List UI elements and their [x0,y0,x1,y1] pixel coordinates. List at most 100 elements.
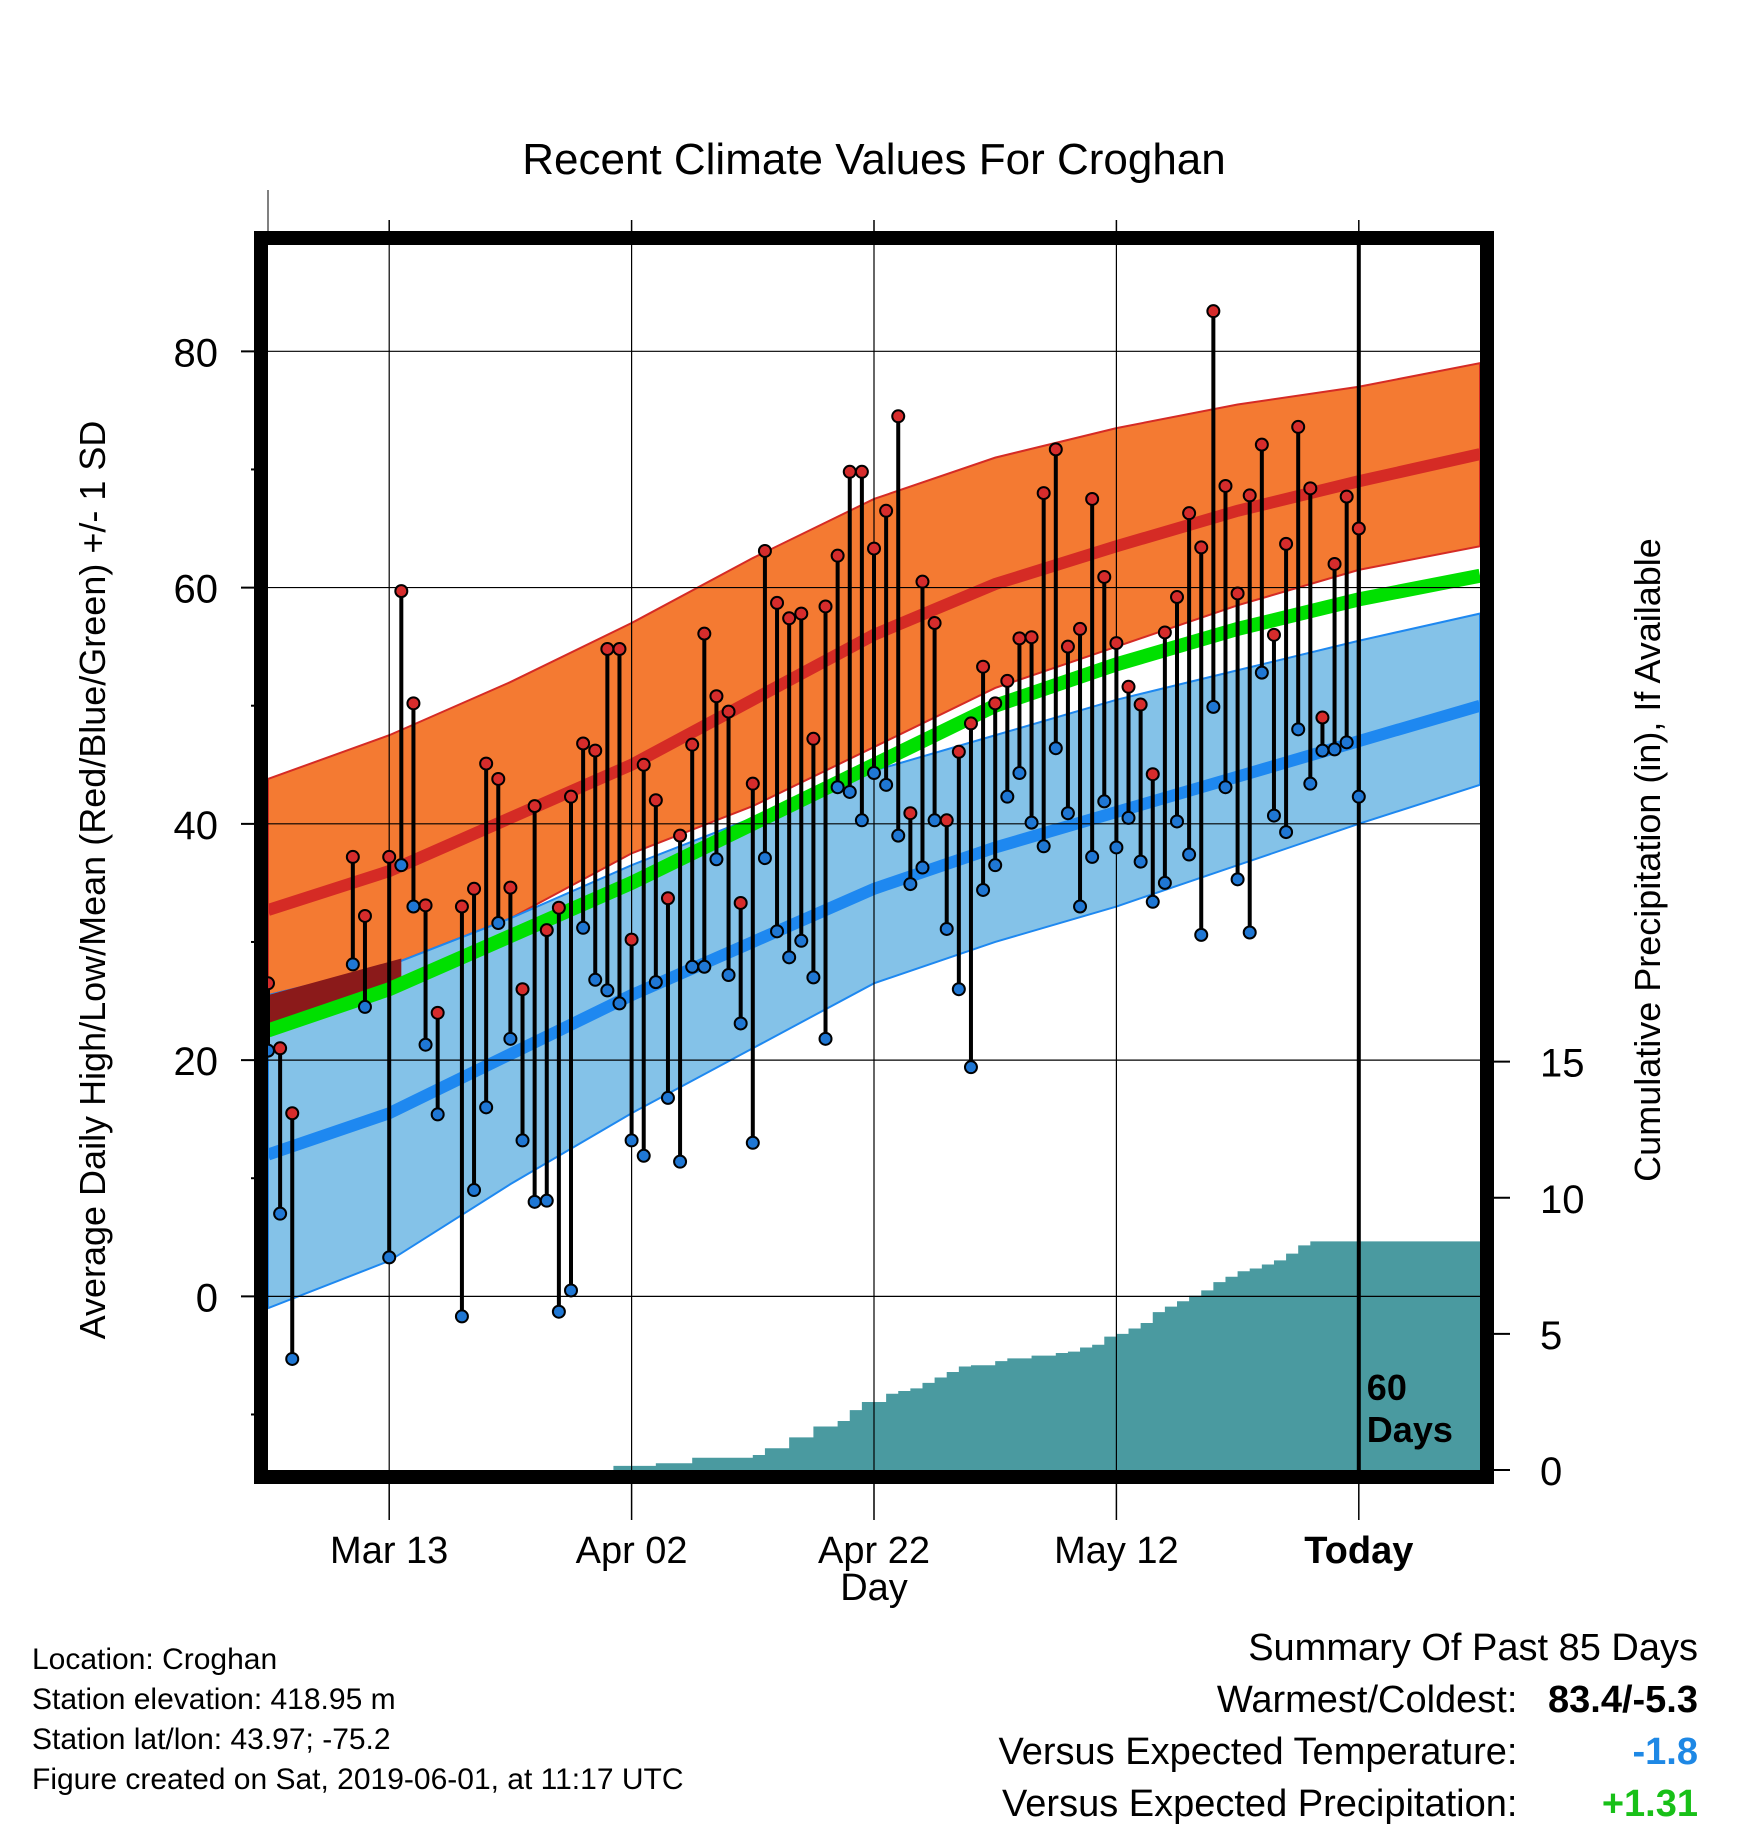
daily-low-point [454,1309,469,1324]
daily-low-point [479,1100,494,1115]
daily-low-point [394,858,409,873]
daily-high-point [806,731,821,746]
daily-low-point [1000,789,1015,804]
daily-low-point [1266,808,1281,823]
x-tick-label: Mar 13 [330,1530,448,1572]
chart-title: Recent Climate Values For Croghan [522,135,1226,184]
y2-tick-label: 5 [1540,1314,1562,1358]
y-axis-label: Average Daily High/Low/Mean (Red/Blue/Gr… [72,421,113,1340]
daily-low-point [745,1135,760,1150]
x-tick-label: Apr 02 [576,1530,688,1572]
daily-high-point [406,696,421,711]
daily-high-point [1012,631,1027,646]
daily-high-point [285,1106,300,1121]
daily-high-point [539,923,554,938]
daily-high-point [1085,491,1100,506]
daily-low-point [1303,776,1318,791]
daily-high-point [1097,569,1112,584]
daily-high-point [685,737,700,752]
today-annotation: Days [1367,1409,1453,1450]
daily-low-point [430,1107,445,1122]
daily-low-point [503,1031,518,1046]
daily-high-point [624,932,639,947]
daily-high-point [454,899,469,914]
daily-low-point [988,858,1003,873]
daily-high-point [1254,437,1269,452]
daily-low-point [1109,840,1124,855]
y-tick-label: 0 [196,1276,218,1320]
daily-high-point [551,900,566,915]
daily-high-point [951,744,966,759]
daily-low-point [1060,806,1075,821]
daily-high-point [782,611,797,626]
daily-high-point [1157,625,1172,640]
daily-high-point [1182,506,1197,521]
daily-high-point [1291,419,1306,434]
temp-departure-row: Versus Expected Temperature: -1.8 [999,1726,1698,1778]
precip-departure-label: Versus Expected Precipitation: [1002,1783,1518,1825]
daily-low-point [770,924,785,939]
daily-low-point [576,920,591,935]
daily-high-point [673,828,688,843]
daily-low-point [1218,780,1233,795]
daily-high-point [636,757,651,772]
daily-high-point [268,976,275,991]
y-tick-label: 20 [174,1040,219,1084]
y2-axis-label: Cumulative Precipitation (in), If Availa… [1627,538,1668,1182]
daily-low-point [673,1154,688,1169]
daily-low-point [1339,735,1354,750]
daily-low-point [1182,847,1197,862]
daily-low-point [1012,766,1027,781]
daily-high-point [709,689,724,704]
daily-high-point [1351,521,1366,536]
daily-high-point [1194,540,1209,555]
daily-low-point [709,852,724,867]
daily-low-point [794,933,809,948]
elevation-text: Station elevation: 418.95 m [32,1683,396,1716]
daily-low-point [1327,742,1342,757]
daily-low-point [891,828,906,843]
daily-high-point [794,606,809,621]
precip-area [601,1241,1480,1470]
daily-low-point [1279,825,1294,840]
daily-high-point [479,756,494,771]
daily-high-point [382,849,397,864]
daily-high-point [976,659,991,674]
daily-low-point [612,996,627,1011]
daily-high-point [721,704,736,719]
climate-chart: Recent Climate Values For Croghan 60Days… [72,135,1668,1609]
daily-high-point [648,793,663,808]
precip-departure-row: Versus Expected Precipitation: +1.31 [999,1778,1698,1830]
daily-low-point [382,1250,397,1265]
daily-high-point [1073,621,1088,636]
daily-low-point [1291,722,1306,737]
daily-high-point [891,409,906,424]
y2-tick-label: 15 [1540,1042,1585,1086]
daily-high-point [394,584,409,599]
daily-low-point [1133,854,1148,869]
daily-high-point [1218,478,1233,493]
daily-low-point [867,766,881,781]
daily-low-point [1024,815,1039,830]
daily-high-point [963,716,978,731]
daily-low-point [600,983,615,998]
warmest-label: Warmest/Coldest: [1216,1679,1518,1721]
daily-low-point [345,957,360,972]
y-tick-label: 80 [174,331,219,375]
x-tick-label: Apr 22 [818,1530,930,1572]
daily-low-point [818,1031,833,1046]
daily-low-point [697,959,712,974]
daily-high-point [1048,442,1063,457]
daily-high-point [1327,556,1342,571]
daily-low-point [842,784,857,799]
daily-high-point [1303,481,1318,496]
created-text: Figure created on Sat, 2019-06-01, at 11… [32,1763,684,1796]
daily-high-point [697,626,712,641]
precip-departure-value: +1.31 [1601,1783,1698,1825]
daily-high-point [1242,488,1257,503]
latlon-text: Station lat/lon: 43.97; -75.2 [32,1723,391,1756]
daily-low-point [854,813,869,828]
daily-high-point [612,642,627,657]
daily-low-point [1315,743,1330,758]
